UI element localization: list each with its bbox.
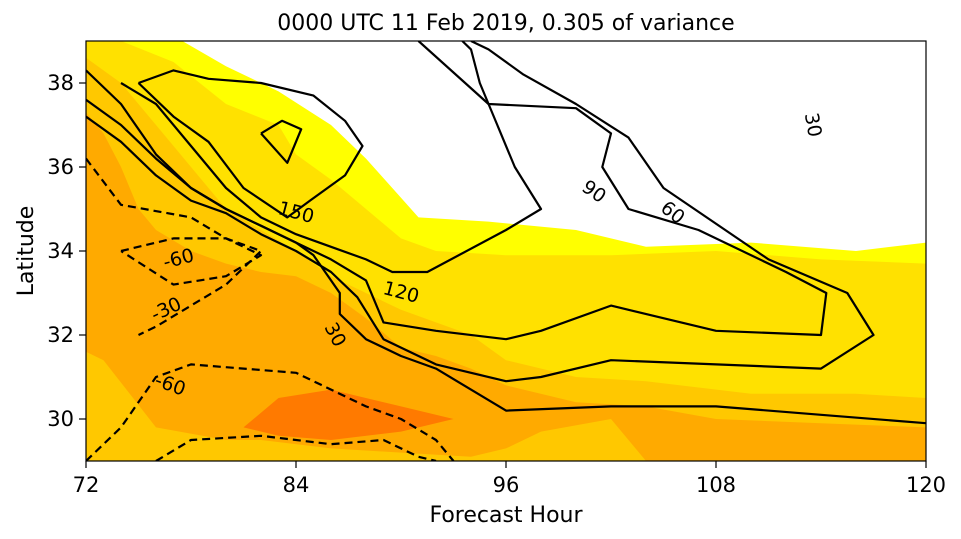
contour-line-90 [86, 41, 828, 341]
contour-label: 30 [800, 111, 826, 139]
x-tick-label: 84 [283, 473, 310, 497]
y-tick-label: 30 [47, 407, 74, 431]
y-axis-label: Latitude [14, 206, 39, 297]
x-tick-label: 72 [73, 473, 100, 497]
x-tick-label: 120 [906, 473, 946, 497]
contour-line-60 [86, 41, 875, 383]
y-tick-label: 34 [47, 239, 74, 263]
contour-line-150 [137, 69, 364, 219]
filled-region-dark_orange [243, 389, 454, 440]
contour-line--30 [86, 157, 263, 336]
contour-line-120 [120, 41, 543, 274]
contour-line--60 [86, 363, 455, 461]
contour-line--30 [155, 434, 437, 461]
x-axis-label: Forecast Hour [429, 503, 583, 528]
y-tick-label: 36 [47, 155, 74, 179]
y-tick-label: 32 [47, 323, 74, 347]
contour-line--60 [120, 237, 263, 286]
contour-lines [86, 41, 926, 461]
y-tick-label: 38 [47, 71, 74, 95]
y-axis: 30 32 34 36 38 [47, 71, 86, 431]
x-tick-label: 96 [493, 473, 520, 497]
contour-line-0 [260, 119, 303, 164]
x-tick-label: 108 [696, 473, 736, 497]
chart-title: 0000 UTC 11 Feb 2019, 0.305 of variance [277, 11, 734, 36]
x-axis: 72 84 96 108 120 [73, 461, 946, 497]
